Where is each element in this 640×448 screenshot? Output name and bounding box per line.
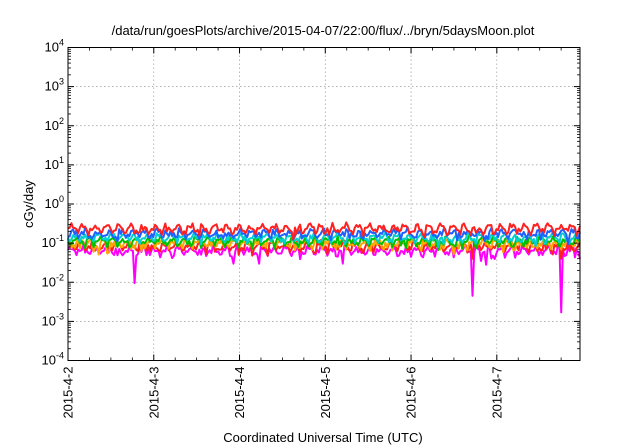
x-tick-label: 2015-4-2 — [61, 367, 76, 419]
chart-title: /data/run/goesPlots/archive/2015-04-07/2… — [112, 23, 535, 38]
y-tick-label: 10-1 — [42, 233, 64, 250]
series-line — [67, 230, 581, 249]
y-tick-label: 10-4 — [42, 351, 64, 368]
y-tick-label: 102 — [45, 116, 64, 133]
y-axis: 10-4 10-3 10-2 10-1 100 101 102 103 104 — [42, 38, 580, 368]
x-tick-label: 2015-4-5 — [318, 367, 333, 419]
y-tick-label: 103 — [45, 77, 64, 94]
series-line — [67, 226, 581, 246]
y-axis-label: cGy/day — [21, 180, 36, 228]
y-tick-label: 10-3 — [42, 311, 64, 328]
x-tick-label: 2015-4-7 — [489, 367, 504, 419]
series-line — [67, 243, 581, 314]
series-group — [67, 221, 581, 314]
y-tick-label: 101 — [45, 155, 64, 172]
grid — [68, 47, 580, 361]
y-tick-label: 100 — [45, 194, 64, 211]
y-tick-label: 104 — [45, 38, 64, 55]
x-tick-label: 2015-4-3 — [146, 367, 161, 419]
x-axis: 2015-4-2 2015-4-3 2015-4-4 2015-4-5 2015-4-6… — [61, 47, 562, 419]
y-tick-label: 10-2 — [42, 272, 64, 289]
x-tick-label: 2015-4-4 — [232, 367, 247, 419]
series-line — [67, 238, 581, 260]
x-tick-label: 2015-4-6 — [404, 367, 419, 419]
x-axis-label: Coordinated Universal Time (UTC) — [223, 430, 422, 445]
series-line — [67, 221, 581, 241]
